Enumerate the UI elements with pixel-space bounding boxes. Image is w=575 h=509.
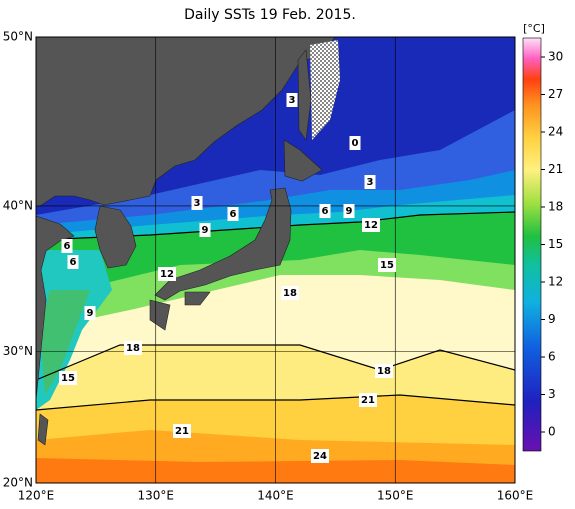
colorbar-tick-label: 6 bbox=[548, 350, 556, 364]
contour-label-box bbox=[61, 239, 73, 253]
contour-label: 9 bbox=[346, 206, 353, 217]
lon-tick-label: 150°E bbox=[377, 489, 414, 503]
colorbar-unit: [°C] bbox=[523, 22, 545, 35]
lat-tick-label: 50°N bbox=[3, 30, 33, 44]
contour-label: 18 bbox=[377, 366, 391, 377]
lon-tick-label: 120°E bbox=[18, 489, 55, 503]
lat-tick-label: 30°N bbox=[3, 344, 33, 358]
contour-label: 24 bbox=[313, 451, 327, 462]
sea-ice bbox=[310, 40, 340, 140]
contour-label-box bbox=[173, 424, 191, 438]
contour-label-box bbox=[311, 449, 329, 463]
contour-label-box bbox=[359, 393, 377, 407]
colorbar-tick-label: 15 bbox=[548, 237, 563, 251]
contour-label-box bbox=[364, 175, 376, 189]
lon-tick-label: 160°E bbox=[497, 489, 534, 503]
colorbar-tick-label: 21 bbox=[548, 162, 563, 176]
map-frame bbox=[35, 36, 516, 484]
colorbar bbox=[522, 37, 542, 452]
contour-label-box bbox=[319, 204, 331, 218]
contour-label: 6 bbox=[70, 257, 77, 268]
contour-label-box bbox=[84, 306, 96, 320]
isotherm bbox=[36, 344, 515, 381]
contour-label-box bbox=[349, 136, 361, 150]
contour-label: 6 bbox=[64, 241, 71, 252]
contour-label: 3 bbox=[367, 177, 374, 188]
contour-label: 21 bbox=[361, 395, 375, 406]
contour-label: 9 bbox=[202, 225, 209, 236]
contour-label-box bbox=[362, 218, 380, 232]
contour-label: 15 bbox=[61, 373, 75, 384]
contour-label-box bbox=[378, 258, 396, 272]
contour-label: 6 bbox=[322, 206, 329, 217]
colorbar-tick-label: 12 bbox=[548, 275, 563, 289]
contour-label-box bbox=[158, 267, 176, 281]
contour-label: 0 bbox=[352, 138, 359, 149]
contour-label-box bbox=[199, 223, 211, 237]
sst-band bbox=[40, 290, 90, 395]
contour-label-box bbox=[191, 196, 203, 210]
contour-label-box bbox=[375, 364, 393, 378]
contour-label: 15 bbox=[380, 260, 394, 271]
colorbar-tick-label: 30 bbox=[548, 50, 563, 64]
colorbar-tick-label: 18 bbox=[548, 200, 563, 214]
map-title: Daily SSTs 19 Feb. 2015. bbox=[184, 7, 356, 23]
contour-label-box bbox=[286, 93, 298, 107]
contour-label: 18 bbox=[283, 288, 297, 299]
contour-label: 21 bbox=[175, 426, 189, 437]
lon-tick-label: 140°E bbox=[257, 489, 294, 503]
colorbar-tick-label: 27 bbox=[548, 87, 563, 101]
colorbar-tick-label: 9 bbox=[548, 312, 556, 326]
contour-label-box bbox=[67, 255, 79, 269]
contour-label-box bbox=[343, 204, 355, 218]
land bbox=[36, 37, 336, 446]
contour-label: 6 bbox=[230, 209, 237, 220]
contour-label: 3 bbox=[289, 95, 296, 106]
contour-labels: 3 0 3 3 6 6 9 12 9 6 6 12 15 18 9 18 18 15 21 21 24 bbox=[59, 93, 396, 463]
lat-tick-label: 20°N bbox=[3, 476, 33, 490]
contour-label: 18 bbox=[126, 343, 140, 354]
contour-label-box bbox=[124, 341, 142, 355]
contour-label-box bbox=[281, 286, 299, 300]
contour-label: 3 bbox=[194, 198, 201, 209]
colorbar-tick-label: 24 bbox=[548, 125, 563, 139]
isotherm bbox=[36, 394, 515, 411]
lat-tick-label: 40°N bbox=[3, 198, 33, 212]
contour-label-box bbox=[227, 207, 239, 221]
contour-label: 12 bbox=[160, 269, 174, 280]
contour-label-box bbox=[59, 371, 77, 385]
colorbar-tick-label: 3 bbox=[548, 387, 556, 401]
contour-label: 12 bbox=[364, 220, 378, 231]
colorbar-tick-label: 0 bbox=[548, 425, 556, 439]
contour-label: 9 bbox=[87, 308, 94, 319]
lon-tick-label: 130°E bbox=[138, 489, 175, 503]
